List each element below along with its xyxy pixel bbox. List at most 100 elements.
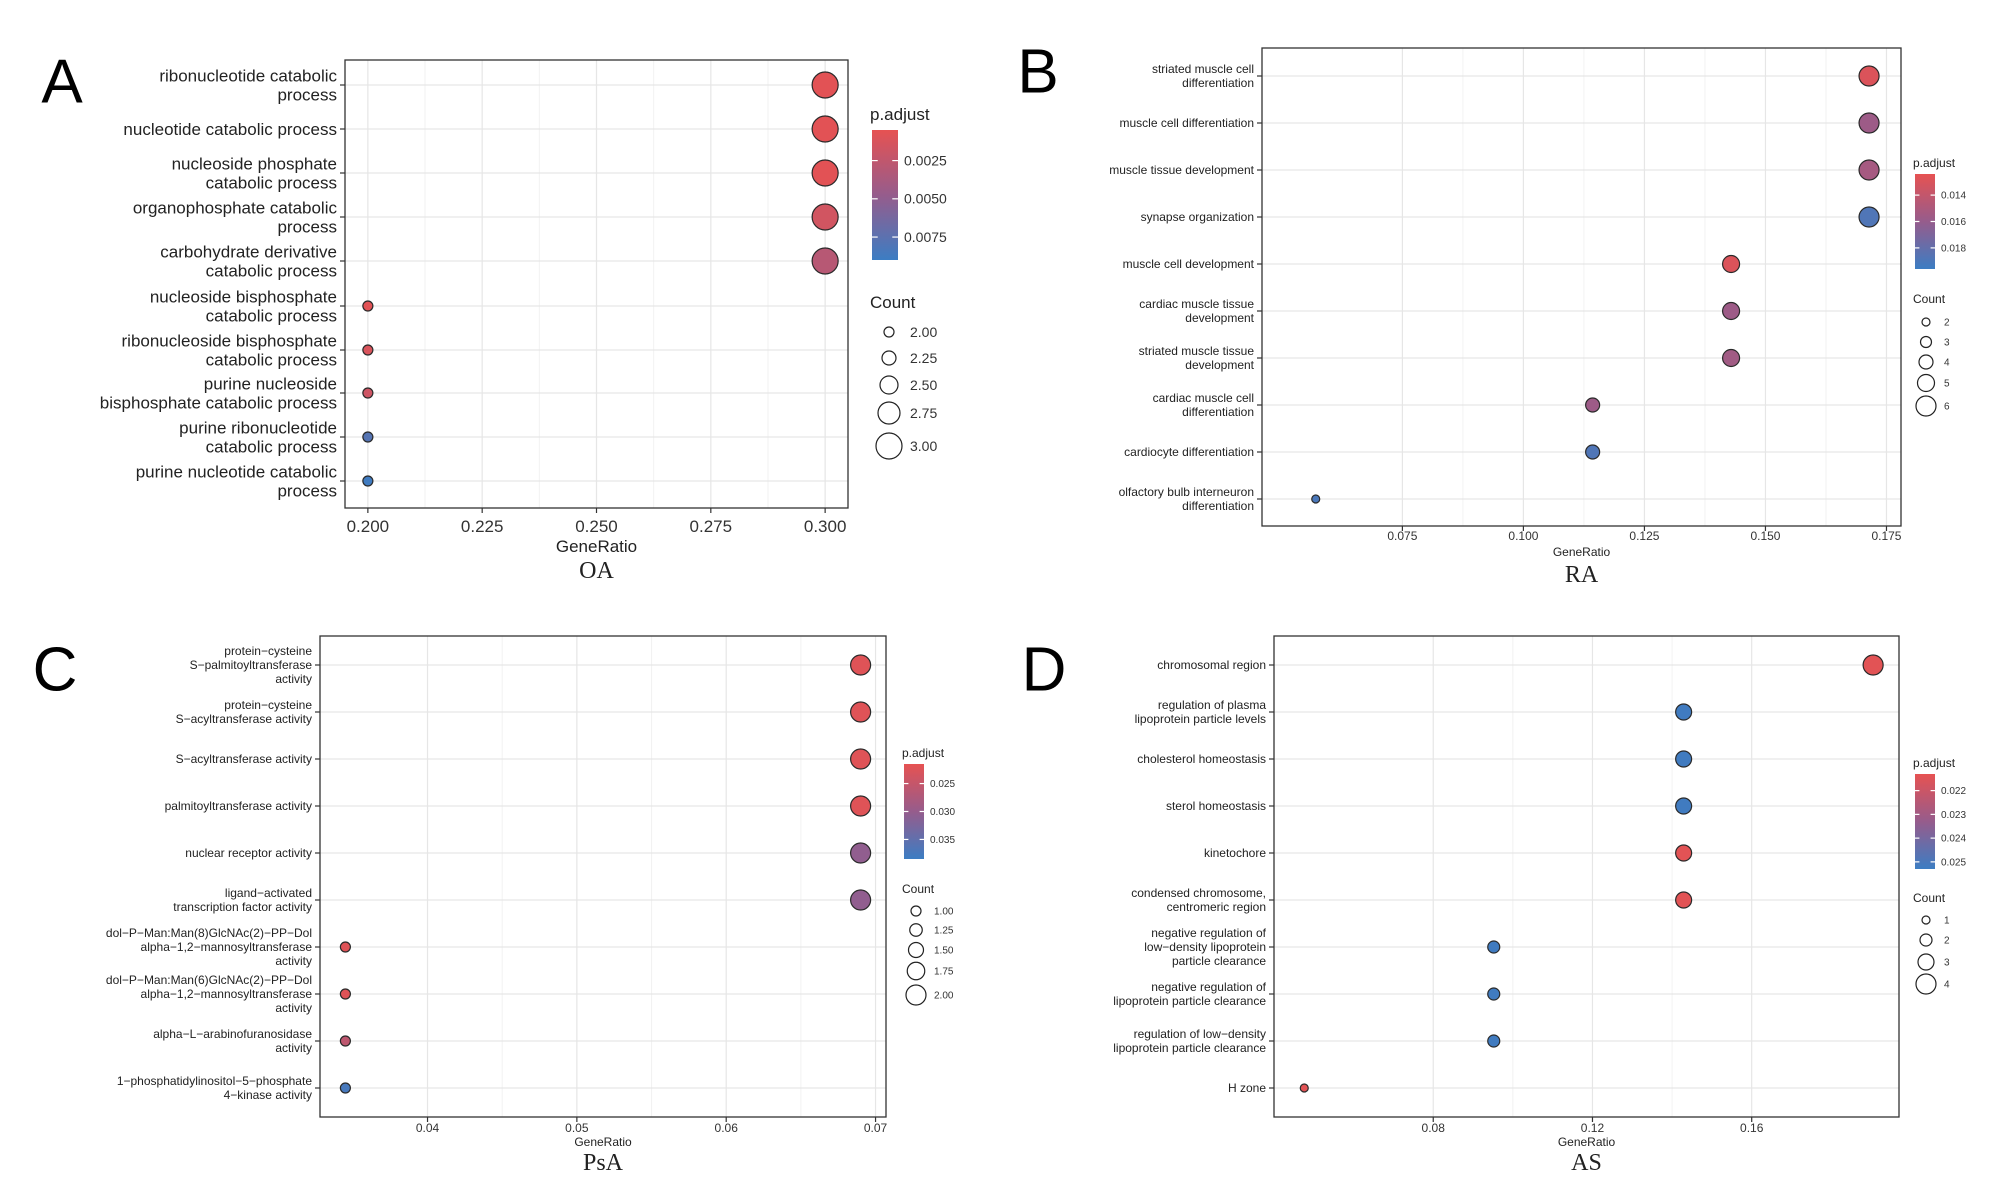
- y-tick-label: nucleotide catabolic process: [123, 120, 337, 139]
- y-tick-label: ligand−activated transcription factor act…: [173, 886, 312, 914]
- size-legend-circle: [883, 326, 895, 338]
- size-legend-title: Count: [870, 293, 916, 312]
- data-point: [1675, 703, 1693, 721]
- y-tick-label-line: organophosphate catabolic: [133, 198, 338, 217]
- y-tick-label: negative regulation of lipoprotein partic…: [1113, 980, 1266, 1008]
- panel-label: A: [41, 48, 83, 117]
- data-point: [811, 203, 839, 231]
- y-tick-label: nucleoside bisphosphate catabolic process: [150, 287, 337, 325]
- y-tick-label-line: nuclear receptor activity: [185, 846, 312, 860]
- data-point: [1858, 159, 1880, 181]
- colorbar-tick-label: 0.024: [1941, 834, 1966, 845]
- data-point: [1858, 65, 1880, 87]
- x-tick-label: 0.075: [1387, 529, 1417, 543]
- data-point: [362, 475, 374, 487]
- y-tick-label: cardiocyte differentiation: [1124, 445, 1254, 459]
- y-tick-label-line: protein−cysteine: [224, 644, 312, 658]
- data-point: [850, 701, 872, 723]
- y-tick-label-line: lipoprotein particle clearance: [1113, 1041, 1266, 1055]
- y-tick-label-line: cardiac muscle cell: [1153, 391, 1254, 405]
- panel-caption: OA: [579, 558, 614, 584]
- colorbar-tick-label: 0.0075: [904, 229, 947, 245]
- data-point: [1311, 494, 1321, 504]
- y-tick-label-line: muscle tissue development: [1109, 163, 1254, 177]
- size-legend-circle: [910, 905, 922, 917]
- data-point: [850, 889, 872, 911]
- size-legend-circle: [877, 401, 901, 425]
- y-tick-label: muscle cell differentiation: [1119, 116, 1254, 130]
- y-tick-label-line: S−acyltransferase activity: [176, 712, 312, 726]
- y-tick-label-line: activity: [275, 1041, 312, 1055]
- y-tick-label-line: catabolic process: [206, 261, 337, 280]
- size-legend-label: 6: [1944, 402, 1950, 413]
- plot-area: [1262, 48, 1901, 526]
- size-legend-label: 2.75: [910, 405, 937, 421]
- x-tick-label: 0.04: [416, 1121, 440, 1135]
- x-tick-label: 0.300: [804, 517, 847, 536]
- y-tick-label-line: alpha−1,2−mannosyltransferase: [141, 987, 313, 1001]
- colorbar-tick-label: 0.014: [1941, 191, 1966, 202]
- y-tick-label-line: nucleoside bisphosphate: [150, 287, 337, 306]
- colorbar-tick-label: 0.0050: [904, 191, 947, 207]
- x-tick-label: 0.05: [565, 1121, 589, 1135]
- colorbar-tick-label: 0.016: [1941, 217, 1966, 228]
- y-tick-label: purine nucleotide catabolic process: [136, 462, 338, 500]
- data-point: [362, 300, 374, 312]
- y-tick-label: sterol homeostasis: [1166, 799, 1266, 813]
- data-point: [1858, 206, 1880, 228]
- y-tick-label-line: particle clearance: [1172, 954, 1266, 968]
- y-tick-label-line: regulation of plasma: [1158, 698, 1266, 712]
- y-tick-label: striated muscle cell differentiation: [1152, 62, 1254, 90]
- y-tick-label-line: muscle cell development: [1123, 257, 1255, 271]
- y-tick-label-line: palmitoyltransferase activity: [165, 799, 312, 813]
- y-tick-label: ribonucleoside bisphosphate catabolic pro…: [122, 331, 338, 369]
- y-tick-label: striated muscle tissue development: [1139, 344, 1255, 372]
- colorbar: [1915, 774, 1935, 869]
- y-tick-label-line: purine nucleoside: [204, 374, 337, 393]
- y-tick-label-line: centromeric region: [1167, 900, 1266, 914]
- y-tick-label: S−acyltransferase activity: [176, 752, 312, 766]
- colorbar-tick-label: 0.022: [1941, 786, 1966, 797]
- size-legend-label: 2.50: [910, 377, 937, 393]
- colorbar-title: p.adjust: [1913, 756, 1956, 770]
- y-tick-label-line: striated muscle tissue: [1139, 344, 1255, 358]
- size-legend-label: 1.25: [934, 926, 954, 937]
- x-axis-title: GeneRatio: [574, 1135, 632, 1149]
- size-legend-circle: [879, 375, 899, 395]
- y-tick-label: H zone: [1228, 1081, 1266, 1095]
- panel-caption: AS: [1571, 1150, 1602, 1176]
- size-legend-label: 2.00: [934, 991, 954, 1002]
- colorbar-tick-label: 0.023: [1941, 810, 1966, 821]
- y-tick-label: cardiac muscle tissue development: [1139, 297, 1254, 325]
- y-tick-label: alpha−L−arabinofuranosidase activity: [153, 1027, 312, 1055]
- y-tick-label-line: catabolic process: [206, 306, 337, 325]
- colorbar-tick-label: 0.0025: [904, 152, 947, 168]
- y-tick-label: carbohydrate derivative catabolic process: [160, 242, 337, 280]
- size-legend-circle: [875, 432, 903, 460]
- y-tick-label: organophosphate catabolic process: [133, 198, 338, 236]
- colorbar: [904, 764, 924, 859]
- x-tick-label: 0.07: [864, 1121, 888, 1135]
- size-legend-circle: [1921, 317, 1931, 327]
- size-legend-label: 1.00: [934, 907, 954, 918]
- y-tick-label: regulation of plasma lipoprotein particle…: [1135, 698, 1267, 726]
- colorbar-tick-label: 0.035: [930, 835, 955, 846]
- y-tick-label-line: differentiation: [1182, 405, 1254, 419]
- plot-area: [320, 636, 886, 1117]
- panel-caption: RA: [1565, 562, 1599, 588]
- data-point: [1721, 254, 1741, 274]
- x-axis-title: GeneRatio: [1553, 545, 1611, 559]
- y-tick-label: olfactory bulb interneuron differentiatio…: [1119, 485, 1254, 513]
- y-tick-label-line: process: [277, 217, 337, 236]
- colorbar: [872, 130, 898, 260]
- data-point: [339, 1082, 351, 1094]
- y-tick-label-line: nucleoside phosphate: [172, 154, 337, 173]
- panel-A: A 0.200 0.225 0.250 0.275 0.300 GeneRatio OA rib…: [41, 48, 947, 584]
- x-tick-label: 0.16: [1740, 1121, 1764, 1135]
- y-tick-label-line: ribonucleoside bisphosphate: [122, 331, 338, 350]
- size-legend-title: Count: [902, 882, 935, 896]
- data-point: [811, 71, 839, 99]
- x-tick-label: 0.175: [1871, 529, 1901, 543]
- y-tick-label: nuclear receptor activity: [185, 846, 312, 860]
